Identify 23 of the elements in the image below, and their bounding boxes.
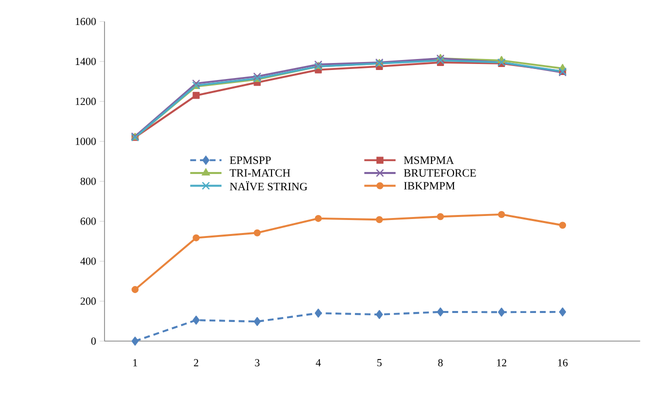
x-tick-label: 16 bbox=[558, 358, 568, 366]
y-tick-label: 1200 bbox=[76, 98, 96, 105]
x-tick-label: 5 bbox=[377, 358, 382, 366]
legend-label: MSMPMA bbox=[404, 156, 454, 164]
y-tick-label: 1600 bbox=[76, 18, 96, 25]
y-tick-label: 400 bbox=[80, 257, 96, 265]
legend-label: TRI-MATCH bbox=[230, 169, 290, 177]
y-tick-label: 600 bbox=[80, 217, 96, 225]
x-tick-label: 1 bbox=[133, 358, 138, 366]
y-tick-label: 800 bbox=[80, 177, 96, 185]
y-tick-label: 0 bbox=[91, 337, 96, 345]
y-tick-label: 1400 bbox=[76, 58, 96, 65]
x-tick-label: 4 bbox=[316, 358, 321, 366]
x-tick-label: 3 bbox=[255, 358, 260, 366]
legend-label: NAÏVE STRING bbox=[230, 180, 308, 190]
x-tick-label: 2 bbox=[194, 358, 198, 366]
y-tick-label: 1000 bbox=[76, 138, 96, 145]
legend-label: EPMSPP bbox=[230, 156, 271, 164]
x-tick-label: 8 bbox=[438, 358, 443, 366]
legend-label: IBKPMPM bbox=[404, 182, 455, 190]
y-tick-label: 200 bbox=[80, 297, 96, 305]
legend-label: BRUTEFORCE bbox=[404, 169, 476, 177]
x-tick-label: 12 bbox=[497, 358, 506, 366]
